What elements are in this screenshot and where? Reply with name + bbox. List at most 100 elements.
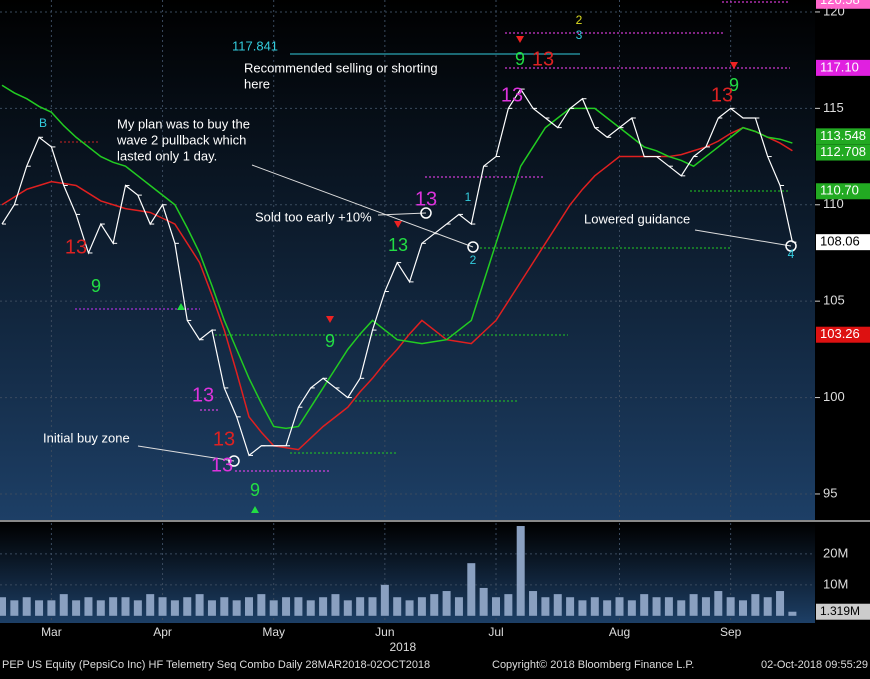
price-tag <box>816 234 870 251</box>
volume-bar <box>739 600 747 616</box>
volume-bar <box>664 597 673 616</box>
volume-bar <box>393 597 402 616</box>
y-tick-label: 95 <box>823 485 837 500</box>
volume-bar <box>430 594 439 616</box>
annotation: here <box>244 76 270 91</box>
annotation: wave 2 pullback which <box>116 132 246 147</box>
callout-circle <box>420 207 432 219</box>
count-label: 1 <box>465 190 472 204</box>
annotation: Recommended selling or shorting <box>244 60 438 75</box>
price-tag <box>816 59 870 76</box>
x-tick-label: Mar <box>41 625 62 639</box>
x-tick-label: Jul <box>488 625 503 639</box>
price-panel <box>0 0 815 520</box>
volume-bar <box>0 597 6 616</box>
volume-bar <box>220 597 229 616</box>
price-tag <box>816 0 870 9</box>
count-label: 4 <box>788 247 795 261</box>
volume-bar <box>319 597 328 616</box>
volume-bar <box>170 600 179 616</box>
volume-bar <box>689 594 698 616</box>
volume-bar <box>726 597 735 616</box>
volume-bar <box>504 594 513 616</box>
series-line <box>1 126 793 451</box>
volume-bar <box>47 600 56 616</box>
callout <box>137 445 235 462</box>
x-tick-label: May <box>262 625 285 639</box>
count-label: 13 <box>65 236 87 258</box>
volume-bar <box>590 597 599 616</box>
volume-bar <box>566 597 575 616</box>
volume-bar <box>541 597 550 616</box>
volume-bar <box>553 594 562 616</box>
callout <box>377 212 427 216</box>
volume-bar <box>677 600 686 616</box>
volume-bar <box>109 597 118 616</box>
count-label: 2 <box>576 13 583 27</box>
volume-tag-label: 1.319M <box>820 604 860 618</box>
volume-bar <box>195 594 204 616</box>
volume-bar <box>207 600 216 616</box>
count-label: 13 <box>711 84 733 106</box>
volume-bar <box>417 597 426 616</box>
volume-bar <box>615 597 624 616</box>
volume-bar <box>516 526 525 616</box>
y-tick-label: 10M <box>823 576 848 591</box>
count-label: 9 <box>91 276 101 296</box>
count-label: 3 <box>576 28 583 42</box>
count-label: 9 <box>729 75 739 95</box>
annotation: My plan was to buy the <box>117 116 250 131</box>
count-label: 13 <box>501 84 523 106</box>
volume-bar <box>652 597 661 616</box>
signal-arrow <box>516 36 524 43</box>
volume-bar <box>10 600 19 616</box>
count-label: 9 <box>325 331 335 351</box>
callout-circle <box>467 241 479 253</box>
count-label: 13 <box>211 454 233 476</box>
callout-circle <box>785 240 797 252</box>
volume-bar <box>701 597 710 616</box>
volume-bar <box>84 597 93 616</box>
volume-bar <box>492 597 500 616</box>
annotation: lasted only 1 day. <box>117 148 217 163</box>
price-tag-label: 117.10 <box>820 59 859 74</box>
volume-bar <box>578 600 587 616</box>
series-line <box>1 84 793 430</box>
volume-bar <box>751 594 760 616</box>
volume-bar <box>59 594 68 616</box>
x-tick-label: Jun <box>375 625 394 639</box>
volume-tag <box>816 603 870 620</box>
volume-bar <box>640 594 649 616</box>
price-tag-label: 110.70 <box>820 183 859 198</box>
annotation: Sold too early +10% <box>255 209 372 224</box>
price-tag <box>816 183 870 200</box>
volume-bar <box>529 591 538 616</box>
signal-arrow <box>251 506 259 513</box>
signal-arrow <box>177 303 185 310</box>
y-tick-label: 100 <box>823 389 845 404</box>
volume-bar <box>763 597 772 616</box>
volume-bar <box>306 600 315 616</box>
signal-arrow <box>730 62 738 69</box>
x-tick-label: Aug <box>609 625 630 639</box>
volume-bar <box>146 594 155 616</box>
price-tag-label: 120.58 <box>820 0 860 7</box>
volume-bar <box>714 591 723 616</box>
count-label: 13 <box>388 235 408 255</box>
signal-arrow <box>326 316 334 323</box>
volume-bar <box>72 600 81 616</box>
price-tag <box>816 326 870 343</box>
signal-arrow <box>394 221 402 228</box>
annotation: Initial buy zone <box>43 430 130 445</box>
price-tag <box>816 128 870 145</box>
callout <box>251 164 474 248</box>
volume-bar <box>405 600 414 616</box>
volume-bar <box>442 591 451 616</box>
volume-bar <box>331 594 340 616</box>
count-label: 13 <box>532 48 554 70</box>
volume-bar <box>603 600 612 616</box>
volume-bar <box>454 597 463 616</box>
y-tick-label: 20M <box>823 545 848 560</box>
volume-bar <box>245 597 253 616</box>
volume-bar <box>121 597 130 616</box>
